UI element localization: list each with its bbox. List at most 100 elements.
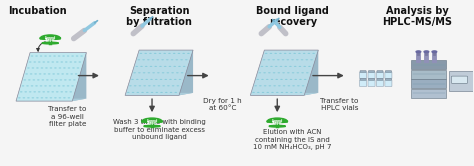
Circle shape xyxy=(270,66,273,67)
FancyBboxPatch shape xyxy=(360,71,366,72)
Ellipse shape xyxy=(269,125,285,127)
Circle shape xyxy=(160,92,163,93)
FancyBboxPatch shape xyxy=(385,80,392,86)
Circle shape xyxy=(151,92,154,93)
Circle shape xyxy=(169,79,172,80)
Circle shape xyxy=(47,91,49,92)
Circle shape xyxy=(41,97,43,98)
Circle shape xyxy=(171,72,174,73)
Circle shape xyxy=(273,85,276,86)
Text: Analysis by
HPLC-MS/MS: Analysis by HPLC-MS/MS xyxy=(382,6,452,27)
Circle shape xyxy=(275,79,278,80)
Text: Elution with ACN
containing the IS and
10 mM NH₄HCO₃, pH 7: Elution with ACN containing the IS and 1… xyxy=(254,129,332,150)
Circle shape xyxy=(182,53,185,54)
Circle shape xyxy=(257,92,260,93)
Circle shape xyxy=(137,59,140,60)
Circle shape xyxy=(304,79,307,80)
FancyBboxPatch shape xyxy=(385,72,392,79)
Circle shape xyxy=(292,85,295,86)
Circle shape xyxy=(155,79,157,80)
FancyBboxPatch shape xyxy=(377,79,383,80)
Circle shape xyxy=(287,72,290,73)
Circle shape xyxy=(297,85,300,86)
Ellipse shape xyxy=(40,38,61,40)
Text: Target: Target xyxy=(272,121,283,125)
Circle shape xyxy=(53,85,56,86)
Circle shape xyxy=(168,53,171,54)
Circle shape xyxy=(269,85,271,86)
Wedge shape xyxy=(142,118,163,122)
Circle shape xyxy=(303,53,305,54)
Polygon shape xyxy=(16,99,86,101)
Circle shape xyxy=(174,92,177,93)
Circle shape xyxy=(302,85,304,86)
Polygon shape xyxy=(304,50,319,95)
FancyBboxPatch shape xyxy=(360,80,366,86)
Circle shape xyxy=(312,53,315,54)
Circle shape xyxy=(288,85,290,86)
Circle shape xyxy=(294,66,297,67)
Circle shape xyxy=(265,66,268,67)
Circle shape xyxy=(424,51,429,53)
Circle shape xyxy=(62,85,65,86)
Circle shape xyxy=(59,97,61,98)
Circle shape xyxy=(270,53,272,54)
FancyBboxPatch shape xyxy=(385,79,392,80)
Circle shape xyxy=(159,53,161,54)
Circle shape xyxy=(416,51,421,53)
Circle shape xyxy=(297,72,299,73)
Circle shape xyxy=(138,72,141,73)
Circle shape xyxy=(22,85,24,86)
Circle shape xyxy=(301,72,304,73)
Polygon shape xyxy=(179,50,193,95)
Circle shape xyxy=(150,66,152,67)
Circle shape xyxy=(143,72,146,73)
Circle shape xyxy=(278,85,281,86)
Circle shape xyxy=(264,85,266,86)
Circle shape xyxy=(283,72,285,73)
Circle shape xyxy=(150,79,153,80)
Circle shape xyxy=(296,59,299,60)
Circle shape xyxy=(300,92,302,93)
Circle shape xyxy=(166,59,169,60)
Circle shape xyxy=(306,72,309,73)
Circle shape xyxy=(155,66,157,67)
Circle shape xyxy=(148,85,151,86)
Circle shape xyxy=(274,53,277,54)
Circle shape xyxy=(282,59,284,60)
Circle shape xyxy=(149,53,152,54)
Circle shape xyxy=(35,85,38,86)
Circle shape xyxy=(38,91,41,92)
Text: Target: Target xyxy=(147,121,157,125)
Circle shape xyxy=(60,91,63,92)
Polygon shape xyxy=(125,50,193,95)
Circle shape xyxy=(280,79,283,80)
Circle shape xyxy=(49,85,51,86)
Circle shape xyxy=(263,59,265,60)
Circle shape xyxy=(165,92,168,93)
Circle shape xyxy=(298,53,301,54)
Circle shape xyxy=(291,59,294,60)
Circle shape xyxy=(303,66,306,67)
Circle shape xyxy=(67,85,69,86)
Circle shape xyxy=(20,91,23,92)
FancyBboxPatch shape xyxy=(452,76,467,83)
Circle shape xyxy=(178,53,180,54)
Polygon shape xyxy=(73,53,86,101)
Circle shape xyxy=(299,79,302,80)
Circle shape xyxy=(31,85,33,86)
Circle shape xyxy=(159,66,162,67)
Circle shape xyxy=(284,53,286,54)
Circle shape xyxy=(305,59,308,60)
Circle shape xyxy=(261,66,263,67)
FancyBboxPatch shape xyxy=(368,71,374,72)
Circle shape xyxy=(29,91,32,92)
Circle shape xyxy=(147,59,150,60)
Circle shape xyxy=(145,53,147,54)
Circle shape xyxy=(54,97,57,98)
Circle shape xyxy=(68,97,70,98)
Circle shape xyxy=(267,59,270,60)
Circle shape xyxy=(166,72,169,73)
Circle shape xyxy=(164,79,167,80)
Circle shape xyxy=(42,91,45,92)
